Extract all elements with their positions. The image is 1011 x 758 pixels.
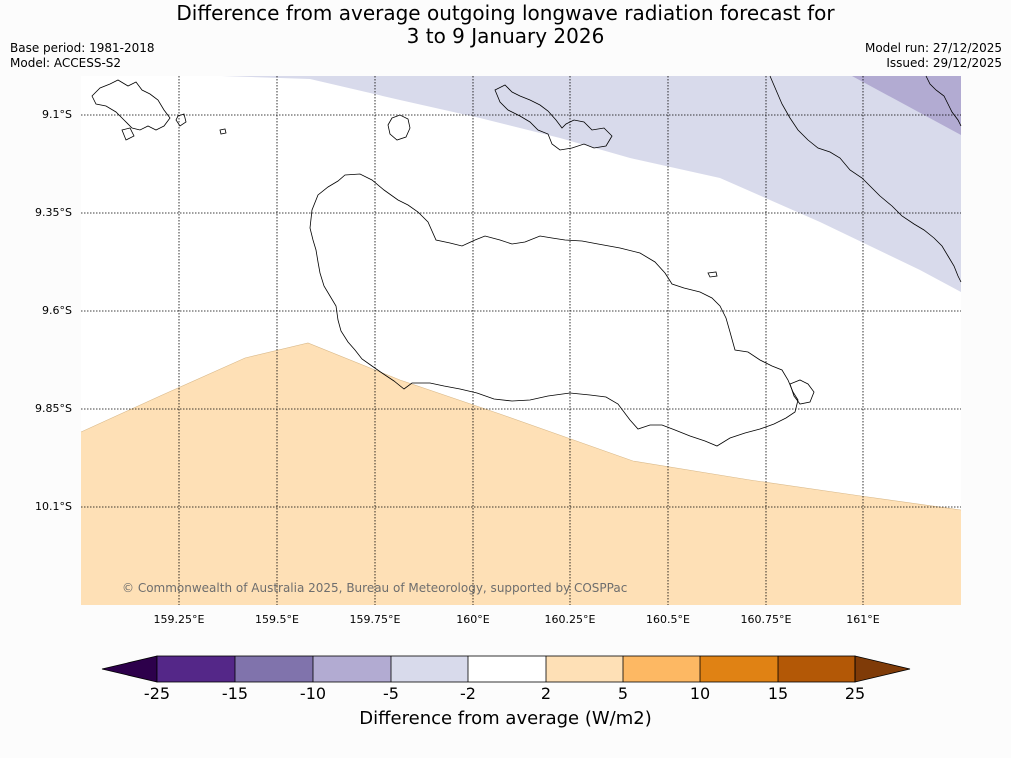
coastline-malaita-north	[925, 75, 962, 127]
lon-label: 160.5°E	[646, 613, 690, 626]
colorbar-bin	[623, 656, 700, 682]
colorbar-bin	[778, 656, 855, 682]
issued-text: Issued: 29/12/2025	[886, 56, 1002, 70]
lat-label: 9.1°S	[42, 108, 72, 121]
lat-label: 9.6°S	[42, 304, 72, 317]
olr-region-minus10-to-minus5	[852, 76, 961, 135]
colorbar-bin	[546, 656, 623, 682]
graticule	[81, 76, 961, 605]
colorbar-bin	[468, 656, 546, 682]
chart-title-line1: Difference from average outgoing longwav…	[176, 1, 835, 25]
colorbar-bin	[157, 656, 235, 682]
colorbar-tick-label: -25	[143, 684, 171, 703]
colorbar-tick-label: -10	[299, 684, 327, 703]
colorbar-tick-label: 25	[844, 684, 866, 703]
model-run-text: Model run: 27/12/2025	[864, 41, 1002, 55]
lat-label: 9.35°S	[35, 206, 72, 219]
colorbar-tick-label: 2	[540, 684, 552, 703]
colorbar-tick-label: 10	[689, 684, 711, 703]
lon-label: 159.75°E	[349, 613, 401, 626]
lon-label: 160.25°E	[544, 613, 596, 626]
colorbar-tick-label: -5	[383, 684, 399, 703]
colorbar-title: Difference from average (W/m2)	[359, 708, 652, 729]
coastline-islet-3	[175, 113, 187, 127]
coastline-group	[91, 75, 962, 447]
colorbar-tick-label: -15	[221, 684, 249, 703]
base-period-text: Base period: 1981-2018	[10, 41, 155, 55]
coastline-savo-island	[387, 114, 411, 141]
coastline-florida-islands	[494, 84, 613, 151]
coastline-islet-4	[121, 127, 135, 141]
colorbar-bin	[700, 656, 778, 682]
colorbar-bin	[313, 656, 391, 682]
colorbar	[101, 655, 911, 683]
lon-label: 161°E	[846, 613, 880, 626]
colorbar-tick-label: -2	[460, 684, 476, 703]
colorbar-tick-label: 15	[767, 684, 789, 703]
colorbar-tick-label: 5	[617, 684, 629, 703]
lon-label: 160.75°E	[740, 613, 792, 626]
coastline-islet-5	[789, 379, 815, 405]
lat-label: 9.85°S	[35, 402, 72, 415]
olr-region-2-to-5	[81, 343, 961, 605]
lon-label: 159.5°E	[255, 613, 299, 626]
coastline-islet-2	[219, 128, 227, 135]
lon-label: 160°E	[456, 613, 490, 626]
coastline-malaita	[769, 75, 962, 283]
colorbar-bin	[235, 656, 313, 682]
coastline-russell-islands	[91, 79, 171, 131]
lon-label: 159.25°E	[153, 613, 205, 626]
coastline-islet-1	[707, 271, 718, 278]
olr-region-minus5-to-minus2	[222, 76, 961, 292]
coastline-guadalcanal	[309, 173, 799, 447]
copyright-text: © Commonwealth of Australia 2025, Bureau…	[122, 581, 627, 595]
model-text: Model: ACCESS-S2	[10, 56, 122, 70]
lat-label: 10.1°S	[35, 500, 72, 513]
colorbar-extend-min	[101, 655, 158, 683]
chart-title-line2: 3 to 9 January 2026	[406, 24, 605, 48]
colorbar-bin	[391, 656, 468, 682]
colorbar-extend-max	[854, 655, 911, 683]
